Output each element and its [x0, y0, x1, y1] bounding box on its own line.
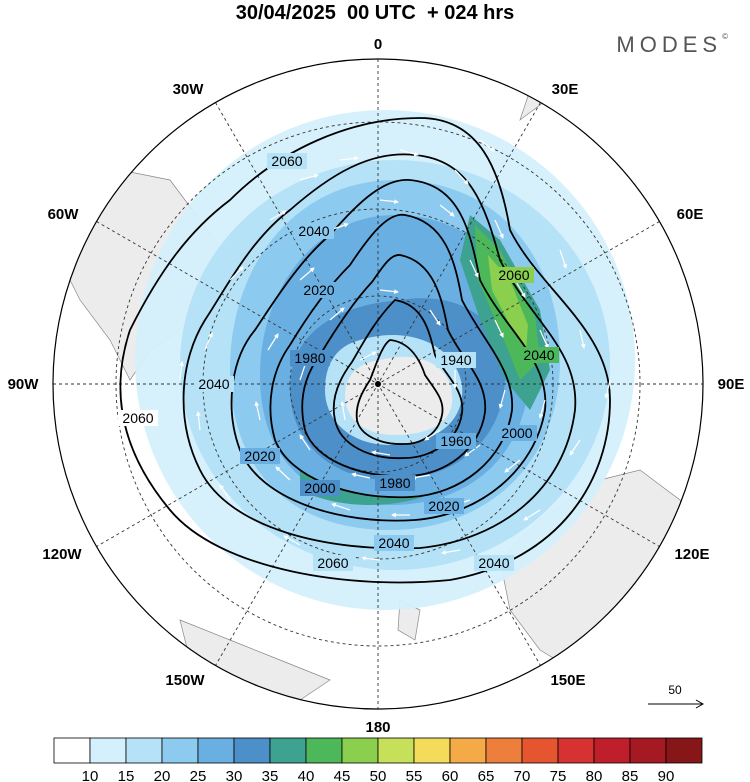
svg-text:1980: 1980	[379, 475, 410, 491]
contour-label: 2040	[519, 347, 559, 363]
svg-text:2060: 2060	[122, 410, 153, 426]
contour-label: 2000	[497, 425, 537, 441]
lon-label-30e: 30E	[552, 81, 579, 98]
polar-map: 2060 2040 2020 1980 1940 2000 2040 2060 …	[8, 36, 745, 734]
reference-vector: 50	[646, 683, 706, 714]
colorbar-swatch	[413, 737, 451, 764]
height-contours	[119, 117, 611, 584]
colorbar-swatch	[305, 737, 343, 764]
colorbar-label: 85	[622, 768, 639, 782]
colorbar-swatch	[593, 737, 631, 764]
colorbar-label: 90	[658, 768, 675, 782]
colorbar-label: 35	[262, 768, 279, 782]
colorbar-swatch	[161, 737, 199, 764]
colorbar-label: 40	[298, 768, 315, 782]
contour-label: 2020	[424, 498, 464, 514]
contour-label: 1940	[436, 352, 476, 368]
contour-label: 2060	[494, 267, 534, 283]
colorbar-label: 10	[82, 768, 99, 782]
contour-label: 1980	[290, 350, 330, 366]
svg-text:2020: 2020	[303, 282, 334, 298]
colorbar-label: 15	[118, 768, 135, 782]
contour-label: 1960	[436, 433, 476, 449]
colorbar-swatch	[377, 737, 415, 764]
colorbar-label: 80	[586, 768, 603, 782]
colorbar-label: 50	[370, 768, 387, 782]
svg-text:2000: 2000	[501, 425, 532, 441]
contour-label: 2020	[299, 282, 339, 298]
colorbar-swatch	[233, 737, 271, 764]
svg-text:1940: 1940	[440, 352, 471, 368]
svg-text:2040: 2040	[523, 347, 554, 363]
contour-label: 2060	[118, 410, 158, 426]
colorbar-swatch	[125, 737, 163, 764]
svg-text:2060: 2060	[317, 555, 348, 571]
colorbar-swatch	[557, 737, 595, 764]
colorbar-swatch	[629, 737, 667, 764]
colorbar: 10 15 20 25 30 35 40 45 50 55 60 65 70 75 80 85 90	[53, 737, 703, 782]
colorbar-label: 75	[550, 768, 567, 782]
colorbar-label: 60	[442, 768, 459, 782]
svg-text:2040: 2040	[478, 555, 509, 571]
colorbar-label: 20	[154, 768, 171, 782]
lon-label-120w: 120W	[42, 546, 82, 563]
svg-text:1960: 1960	[440, 433, 471, 449]
lon-label-120e: 120E	[674, 546, 709, 563]
svg-text:2060: 2060	[498, 267, 529, 283]
colorbar-label: 25	[190, 768, 207, 782]
colorbar-swatch	[341, 737, 379, 764]
contour-label: 2060	[267, 153, 307, 169]
contour-label: 2040	[294, 223, 334, 239]
svg-text:2020: 2020	[428, 498, 459, 514]
lon-label-0: 0	[374, 36, 382, 53]
contour-label: 2000	[300, 480, 340, 496]
contour-label: 2020	[240, 448, 280, 464]
map-boundary	[52, 58, 704, 710]
svg-text:1980: 1980	[294, 350, 325, 366]
contour-labels: 2060 2040 2020 1980 1940 2000 2040 2060 …	[118, 153, 559, 571]
svg-text:2060: 2060	[271, 153, 302, 169]
lon-label-90e: 90E	[718, 376, 745, 393]
contour-label: 2060	[313, 555, 353, 571]
colorbar-label: 45	[334, 768, 351, 782]
svg-text:2040: 2040	[378, 535, 409, 551]
lon-label-150w: 150W	[165, 672, 205, 689]
colorbar-label: 55	[406, 768, 423, 782]
svg-text:2000: 2000	[304, 480, 335, 496]
colorbar-swatch	[89, 737, 127, 764]
lon-label-30w: 30W	[173, 81, 205, 98]
map-title: 30/04/2025 00 UTC + 024 hrs	[235, 2, 515, 24]
colorbar-swatch	[521, 737, 559, 764]
lon-label-60e: 60E	[677, 206, 704, 223]
svg-text:2020: 2020	[244, 448, 275, 464]
contour-label: 1980	[375, 475, 415, 491]
colorbar-label: 70	[514, 768, 531, 782]
pole-marker	[375, 381, 381, 387]
contour-label: 2040	[474, 555, 514, 571]
svg-text:2040: 2040	[298, 223, 329, 239]
lon-label-180: 180	[365, 719, 390, 734]
colorbar-swatch	[485, 737, 523, 764]
colorbar-swatch	[53, 737, 91, 764]
colorbar-swatch	[665, 737, 703, 764]
colorbar-swatch	[449, 737, 487, 764]
lon-label-60w: 60W	[48, 206, 80, 223]
colorbar-swatch	[269, 737, 307, 764]
brand-logo: MODES©	[616, 32, 728, 57]
colorbar-label: 65	[478, 768, 495, 782]
reference-vector-label: 50	[668, 684, 682, 697]
contour-label: 2040	[374, 535, 414, 551]
lon-label-150e: 150E	[550, 672, 585, 689]
colorbar-label: 30	[226, 768, 243, 782]
colorbar-swatch	[197, 737, 235, 764]
lon-label-90w: 90W	[8, 376, 40, 393]
contour-label: 2040	[194, 376, 234, 392]
svg-text:2040: 2040	[198, 376, 229, 392]
